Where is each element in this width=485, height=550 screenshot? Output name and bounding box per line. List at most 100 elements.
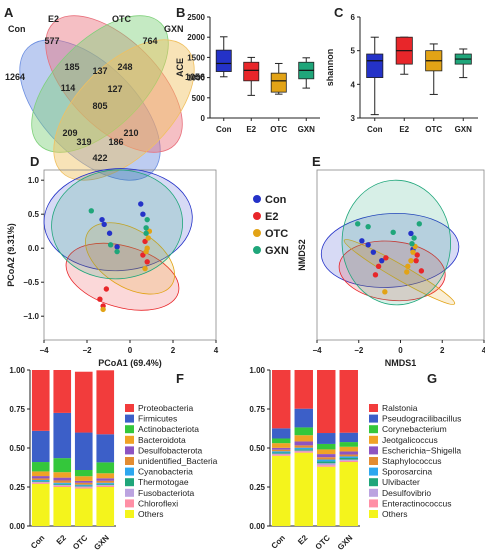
bar-segment-enteractinococcus [294,451,313,453]
legend-swatch-others [125,510,134,518]
bar-segment-enteractinococcus [272,454,291,456]
point-con [114,244,120,250]
bar-segment-firmicutes [53,412,72,459]
x-tick-label-otc: OTC [270,125,287,134]
bar-segment-bacteroidota [31,471,50,477]
bar-segment-corynebacterium [317,443,336,450]
bar-segment-thermotogae [53,483,72,485]
y-axis-label: NMDS2 [297,239,307,271]
legend-label-cyanobacteria: Cyanobacteria [138,467,193,477]
legend-label-fusobacteriota: Fusobacteriota [138,488,194,498]
legend-label-e2: E2 [265,211,278,223]
legend-swatch-corynebacterium [369,425,378,434]
bar-segment-actinobacteriota [31,462,50,472]
bar-segment-proteobacteria [74,371,93,433]
venn-count: 210 [123,128,138,138]
legend-label-gxn: GXN [265,245,289,257]
panel-label-b: B [176,5,185,20]
legend-swatch-unidentified-bacteria [125,457,134,465]
bar-segment-desulfobacterota [31,476,50,479]
point-con [408,230,414,237]
venn-count: 185 [64,62,79,72]
x-tick-label-gxn: GXN [92,533,111,550]
y-tick-label: 1000 [187,74,205,83]
point-otc [404,269,410,275]
legend-label-firmicutes: Firmicutes [138,414,177,424]
point-otc [142,265,148,272]
box-con [215,49,232,72]
legend-label-con: Con [265,194,287,206]
venn-set-label-e2: E2 [48,14,59,24]
y-tick-label: 1500 [187,53,205,62]
bar-segment-desulfovibrio [294,450,313,452]
x-tick-label-otc: OTC [314,533,332,550]
y-tick-label: 2000 [187,33,205,42]
bar-segment-actinobacteriota [96,462,115,474]
y-tick-label: 0.75 [249,405,265,414]
bar-segment-unidentified-bacteria [96,480,115,483]
bar-segment-proteobacteria [53,370,72,413]
bar-segment-desulfovibrio [317,463,336,466]
point-otc [143,248,149,255]
legend-label-jeotgalicoccus: Jeotgalicoccus [382,435,438,445]
bar-segment-others [339,462,358,526]
legend-swatch-desulfobacterota [125,446,134,455]
point-gxn [411,235,417,241]
bar-segment-sporosarcina [272,451,291,453]
legend-swatch-fusobacteriota [125,488,134,497]
x-tick-label-gxn: GXN [298,125,316,134]
x-tick-label-otc: OTC [425,125,442,134]
ellipse-otc [343,239,456,305]
venn-count: 186 [108,137,123,147]
legend-label-desulfovibrio: Desulfovibrio [382,488,431,498]
point-e2 [413,257,419,264]
legend-label-staphylococcus: Staphylococcus [382,456,442,466]
point-gxn [143,225,149,231]
bar-segment-ulvibacter [339,457,358,460]
point-con [370,249,377,255]
legend-swatch-cyanobacteria [125,467,134,476]
ellipse-gxn [341,179,452,306]
y-tick-label: 0.0 [28,244,40,253]
bar-segment-others [96,487,115,526]
legend-label-bacteroidota: Bacteroidota [138,435,186,445]
y-tick-label: 0.50 [9,444,25,453]
x-axis-label: NMDS1 [385,358,417,368]
x-tick-label: 4 [482,346,485,355]
x-tick-label-e2: E2 [55,533,69,547]
y-tick-label: 0.00 [249,522,265,531]
y-tick-label: 0.25 [249,483,265,492]
x-tick-label-e2: E2 [296,533,310,547]
legend-label-escherichia-shigella: Escherichia−Shigella [382,445,461,455]
bar-segment-jeotgalicoccus [317,449,336,455]
legend-swatch-jeotgalicoccus [369,435,378,444]
point-gxn [409,240,415,247]
x-tick-label: 0 [128,346,133,355]
box-otc [270,72,287,93]
venn-set-label-con: Con [8,24,26,34]
point-otc [382,289,388,295]
y-tick-label: 0.00 [9,522,25,531]
bar-segment-ulvibacter [272,452,291,454]
bar-segment-firmicutes [31,430,50,463]
bar-segment-ulvibacter [294,449,313,451]
bar-segment-fusobacteriota [96,484,115,486]
legend-swatch-chloroflexi [125,499,134,508]
point-e2 [418,268,425,274]
ellipse-gxn [51,169,184,280]
bar-segment-cyanobacteria [53,482,72,484]
point-e2 [142,238,148,245]
point-gxn [143,230,149,236]
bar-segment-desulfovibrio [272,453,291,455]
ellipse-con [320,213,460,288]
bar-segment-pseudogracilibacillus [294,408,313,428]
legend-label-pseudogracilibacillus: Pseudogracilibacillus [382,414,461,424]
bar-segment-enteractinococcus [339,460,358,463]
bar-segment-bacteroidota [74,476,93,481]
y-tick-label: 1.0 [28,176,40,185]
bar-segment-jeotgalicoccus [272,443,291,448]
legend-label-thermotogae: Thermotogae [138,477,189,487]
pcoa-scatter: −4 −2 0 2 4 −1.0 −0.5 0.0 0.5 1.0 PCoA1 (69.4%) PCo… [6,168,289,368]
bar-segment-fusobacteriota [31,481,50,483]
